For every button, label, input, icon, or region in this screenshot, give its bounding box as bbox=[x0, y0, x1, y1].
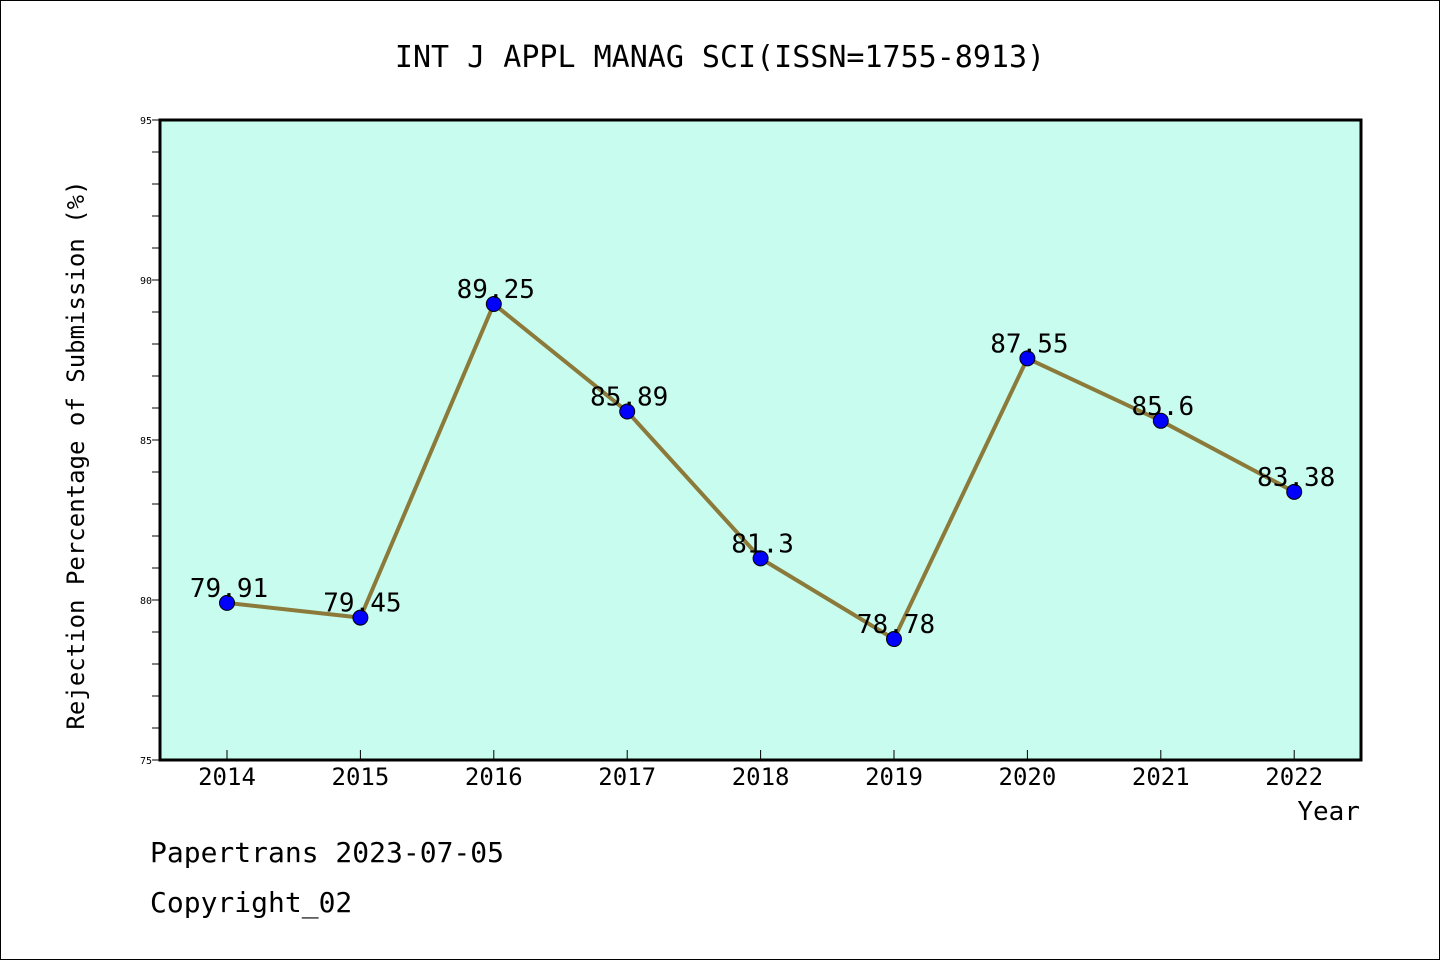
data-point bbox=[619, 403, 636, 420]
data-point bbox=[752, 550, 769, 567]
x-axis-ticks: 2014 2015 2016 2017 2018 2019 2020 2021 2022 bbox=[198, 750, 1323, 791]
y-axis-ticks: 75 80 85 90 95 bbox=[140, 116, 160, 767]
data-point bbox=[1019, 350, 1036, 367]
data-label: 89.25 bbox=[457, 275, 535, 305]
data-label: 79.45 bbox=[323, 589, 401, 619]
data-label: 85.89 bbox=[590, 383, 668, 413]
x-tick-label: 2020 bbox=[999, 763, 1057, 791]
y-tick-label: 85 bbox=[140, 436, 152, 447]
y-axis-label: Rejection Percentage of Submission (%) bbox=[62, 180, 90, 729]
x-tick-label: 2015 bbox=[332, 763, 390, 791]
x-tick-label: 2018 bbox=[732, 763, 790, 791]
x-axis-label: Year bbox=[1297, 797, 1360, 827]
data-point bbox=[352, 609, 369, 626]
x-tick-label: 2019 bbox=[865, 763, 923, 791]
y-tick-label: 80 bbox=[140, 596, 152, 607]
x-tick-label: 2022 bbox=[1265, 763, 1323, 791]
data-label: 78.78 bbox=[857, 610, 935, 640]
data-point bbox=[1152, 412, 1169, 429]
y-tick-label: 75 bbox=[140, 756, 152, 767]
data-label: 79.91 bbox=[190, 574, 268, 604]
series-group: 79.91 79.45 89.25 85.89 81.3 78.78 87.55 85.6 83… bbox=[190, 275, 1335, 648]
data-label: 85.6 bbox=[1131, 392, 1194, 422]
plot-area bbox=[158, 118, 1363, 762]
footer-source: Papertrans 2023-07-05 bbox=[150, 836, 505, 869]
x-tick-label: 2021 bbox=[1132, 763, 1190, 791]
data-label: 81.3 bbox=[731, 529, 794, 559]
footer-copyright: Copyright_02 bbox=[150, 886, 353, 919]
data-point bbox=[219, 594, 235, 611]
data-label: 87.55 bbox=[990, 329, 1068, 359]
y-tick-label: 90 bbox=[140, 276, 152, 287]
x-tick-label: 2017 bbox=[598, 763, 656, 791]
x-tick-label: 2014 bbox=[198, 763, 256, 791]
data-point bbox=[1286, 483, 1303, 500]
data-point bbox=[886, 631, 902, 648]
x-tick-label: 2016 bbox=[465, 763, 523, 791]
data-point bbox=[485, 296, 502, 312]
data-label: 83.38 bbox=[1257, 463, 1335, 493]
y-tick-label: 95 bbox=[140, 116, 152, 127]
chart-title: INT J APPL MANAG SCI(ISSN=1755-8913) bbox=[395, 40, 1045, 75]
